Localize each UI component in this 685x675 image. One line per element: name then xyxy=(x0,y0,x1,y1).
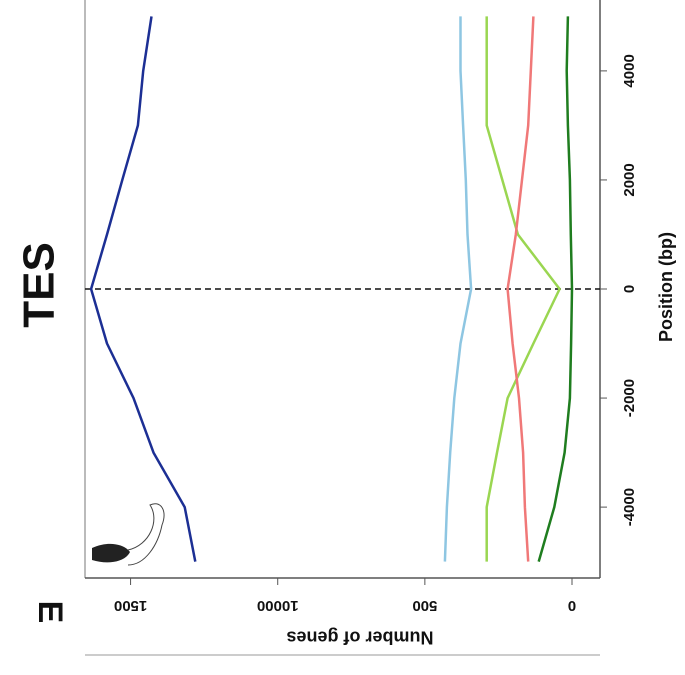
x-tick-label: 4000 xyxy=(621,54,638,87)
chart-title: TES xyxy=(15,242,64,328)
series-line xyxy=(506,16,535,562)
y-tick-label: 1500 xyxy=(114,597,147,614)
series-line xyxy=(443,16,473,562)
x-tick-label: 0 xyxy=(621,285,638,293)
panel-label: E xyxy=(31,601,69,624)
y-tick-label: 500 xyxy=(412,597,437,614)
series-line xyxy=(485,16,561,562)
y-tick-label: 10000 xyxy=(257,597,299,614)
x-tick-label: 2000 xyxy=(621,163,638,196)
worm-icon xyxy=(92,503,165,566)
x-tick-label: -2000 xyxy=(621,379,638,417)
series-line xyxy=(89,16,197,562)
x-tick-label: -4000 xyxy=(621,488,638,526)
y-axis-label: Number of genes xyxy=(286,627,433,647)
series-line xyxy=(537,16,574,562)
y-tick-label: 0 xyxy=(568,597,576,614)
x-axis-label: Position (bp) xyxy=(656,232,676,342)
